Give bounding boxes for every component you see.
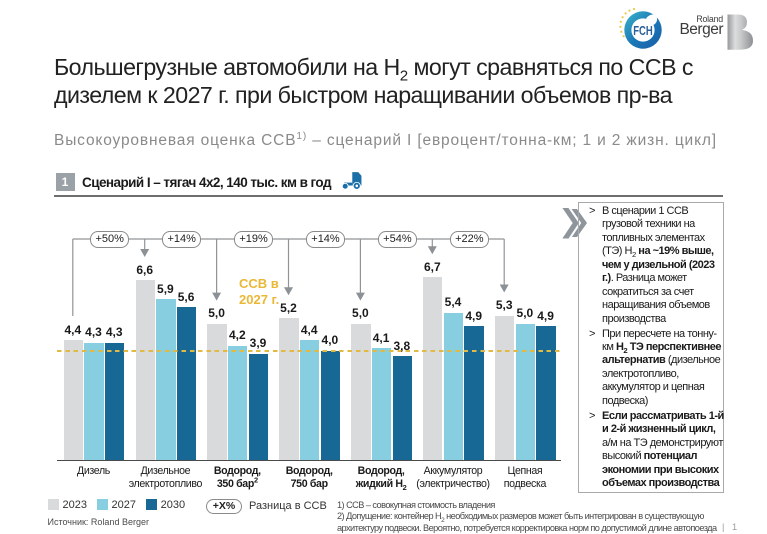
svg-text:FCH: FCH (633, 23, 653, 38)
